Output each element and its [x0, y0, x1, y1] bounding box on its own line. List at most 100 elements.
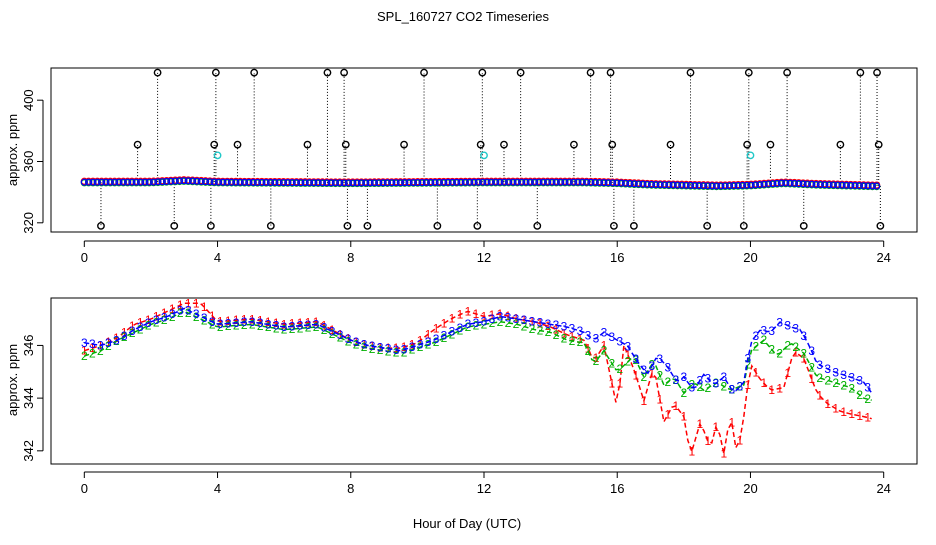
baseline-point	[552, 178, 560, 186]
series-3-marker: 3	[768, 324, 775, 338]
series-3-marker: 3	[201, 311, 208, 325]
series-1-marker: 1	[105, 335, 112, 349]
spike-point	[473, 221, 482, 230]
series-1-marker: 1	[736, 433, 743, 447]
spike-point	[433, 221, 442, 230]
baseline-point	[509, 178, 517, 186]
baseline-point	[565, 178, 573, 186]
spike-point	[500, 140, 508, 149]
series-1-marker: 1	[441, 316, 448, 330]
series-3-marker: 3	[385, 342, 392, 356]
series-3-marker: 3	[577, 324, 584, 338]
baseline-point	[790, 179, 799, 188]
series-1-marker: 1	[297, 316, 304, 330]
series-2-marker: 2	[752, 339, 759, 353]
series-1-marker: 1	[681, 410, 688, 424]
series-3-marker: 3	[337, 328, 344, 342]
series-2-marker: 2	[297, 321, 304, 335]
series-3-marker: 3	[649, 359, 656, 373]
baseline-point	[197, 177, 205, 186]
series-1-marker: 1	[553, 323, 560, 337]
series-1-marker: 1	[657, 393, 664, 407]
series-2-marker: 2	[337, 331, 344, 345]
bottom-y-tick-label: 346	[21, 335, 36, 357]
series-1-marker: 1	[273, 316, 280, 330]
baseline-point	[258, 178, 266, 187]
series-2-marker: 2	[465, 320, 472, 334]
baseline-point	[154, 178, 162, 186]
series-3-marker: 3	[313, 317, 320, 331]
series-1-marker: 1	[337, 327, 344, 341]
series-2-marker: 2	[553, 328, 560, 342]
spike-point	[363, 221, 372, 230]
series-3-marker: 3	[121, 329, 128, 343]
series-2-marker: 2	[609, 356, 616, 370]
baseline-point	[162, 177, 171, 186]
series-2-marker: 2	[625, 355, 632, 369]
series-3-marker: 3	[193, 307, 200, 321]
spike-point	[303, 140, 312, 149]
spike-point	[476, 140, 485, 149]
series-2-marker: 2	[665, 375, 672, 389]
baseline-point	[141, 178, 149, 186]
series-1-marker: 1	[241, 313, 248, 327]
spike-point	[533, 221, 542, 230]
series-3-marker: 3	[377, 340, 384, 354]
top-x-axis: 0 4 8 12 16 20 24	[81, 240, 891, 265]
bottom-x-tick-label: 4	[214, 481, 221, 496]
series-2-marker: 2	[561, 332, 568, 346]
bottom-x-tick-label: 24	[876, 481, 890, 496]
baseline-point	[513, 178, 521, 186]
series-3-marker: 3	[105, 336, 112, 350]
series-1-marker: 1	[776, 381, 783, 395]
baseline-point	[479, 178, 487, 186]
cyan-point	[213, 151, 222, 160]
series-1-marker: 1	[489, 308, 496, 322]
series-1-marker: 1	[417, 334, 424, 348]
series-3-marker: 3	[800, 329, 807, 343]
series-2-marker: 2	[696, 380, 703, 394]
baseline-point	[379, 179, 387, 187]
baseline-point	[327, 179, 335, 187]
spike-point	[211, 68, 220, 77]
series-3-marker: 3	[529, 314, 536, 328]
baseline-point	[180, 177, 188, 185]
baseline-point	[660, 181, 669, 189]
series-2-marker: 2	[97, 344, 104, 358]
spike-point	[873, 68, 881, 77]
series-1-marker: 1	[345, 332, 352, 346]
series-2-marker: 2	[153, 316, 160, 330]
series-2-marker: 2	[505, 316, 512, 330]
series-2-marker: 2	[848, 382, 855, 396]
bottom-y-tick-label: 342	[21, 440, 36, 462]
top-x-tick-label: 12	[477, 250, 491, 265]
baseline-point	[89, 178, 97, 186]
series-1-marker: 1	[201, 300, 208, 314]
series-1-marker: 1	[425, 327, 432, 341]
series-3-marker: 3	[329, 324, 336, 338]
series-1-marker: 1	[704, 434, 711, 448]
spike-point	[341, 140, 350, 149]
baseline-point	[730, 182, 738, 190]
series-2-marker: 2	[105, 339, 112, 353]
spike-point	[97, 221, 105, 230]
series-3-marker: 3	[185, 303, 192, 317]
baseline-point	[539, 178, 547, 186]
series-2-marker: 2	[273, 321, 280, 335]
series-3-marker: 3	[353, 335, 360, 349]
series-2-marker: 2	[281, 323, 288, 337]
series-1-marker: 1	[137, 315, 144, 329]
baseline-point	[431, 178, 439, 187]
series-3-marker: 3	[665, 361, 672, 375]
baseline-point	[518, 178, 526, 186]
series-2-marker: 2	[169, 310, 176, 324]
baseline-point	[842, 181, 850, 189]
baseline-point	[245, 178, 253, 186]
series-1-marker: 1	[537, 317, 544, 331]
baseline-point	[370, 179, 379, 187]
baseline-point	[773, 179, 781, 188]
spike-point	[836, 140, 845, 149]
series-3-marker: 3	[688, 381, 695, 395]
baseline-point	[266, 178, 275, 187]
spike-point	[874, 140, 883, 149]
